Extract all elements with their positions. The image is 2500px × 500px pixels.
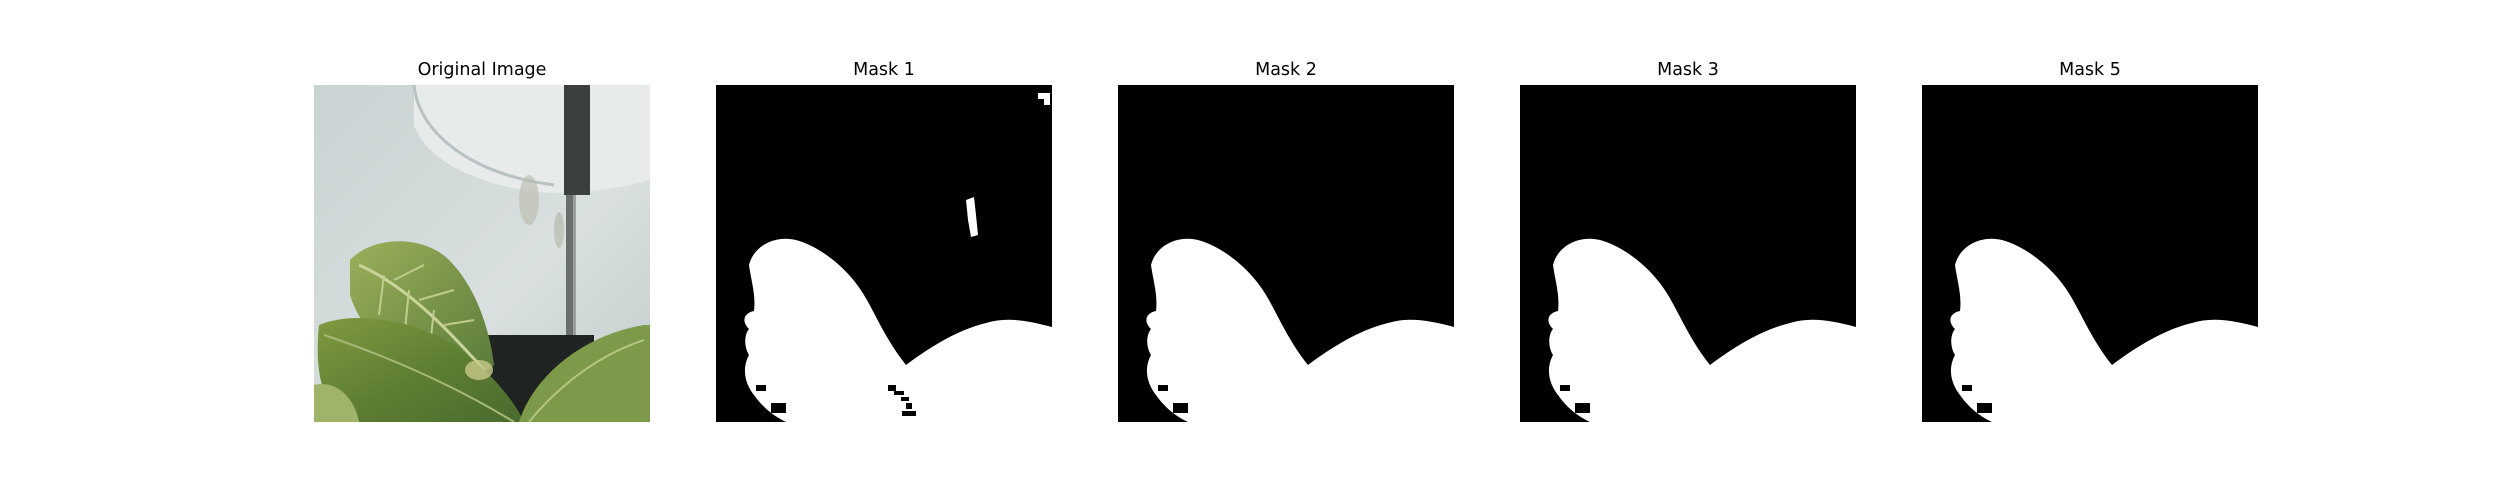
mask-2-panel [1118, 85, 1454, 422]
panel-title-mask-5: Mask 5 [2059, 60, 2121, 80]
panel-title-mask-3: Mask 3 [1657, 60, 1719, 80]
mask-5-panel [1922, 85, 2258, 422]
original-image-panel [314, 85, 650, 422]
mask-1-panel [716, 85, 1052, 422]
mask-1-image [716, 85, 1052, 422]
mask-2-image [1118, 85, 1454, 422]
mask-3-image [1520, 85, 1856, 422]
original-image [314, 85, 650, 422]
panel-title-mask-2: Mask 2 [1255, 60, 1317, 80]
mask-5-image [1922, 85, 2258, 422]
mask-3-panel [1520, 85, 1856, 422]
panel-title-mask-1: Mask 1 [853, 60, 915, 80]
panel-title-original-image: Original Image [417, 60, 547, 80]
